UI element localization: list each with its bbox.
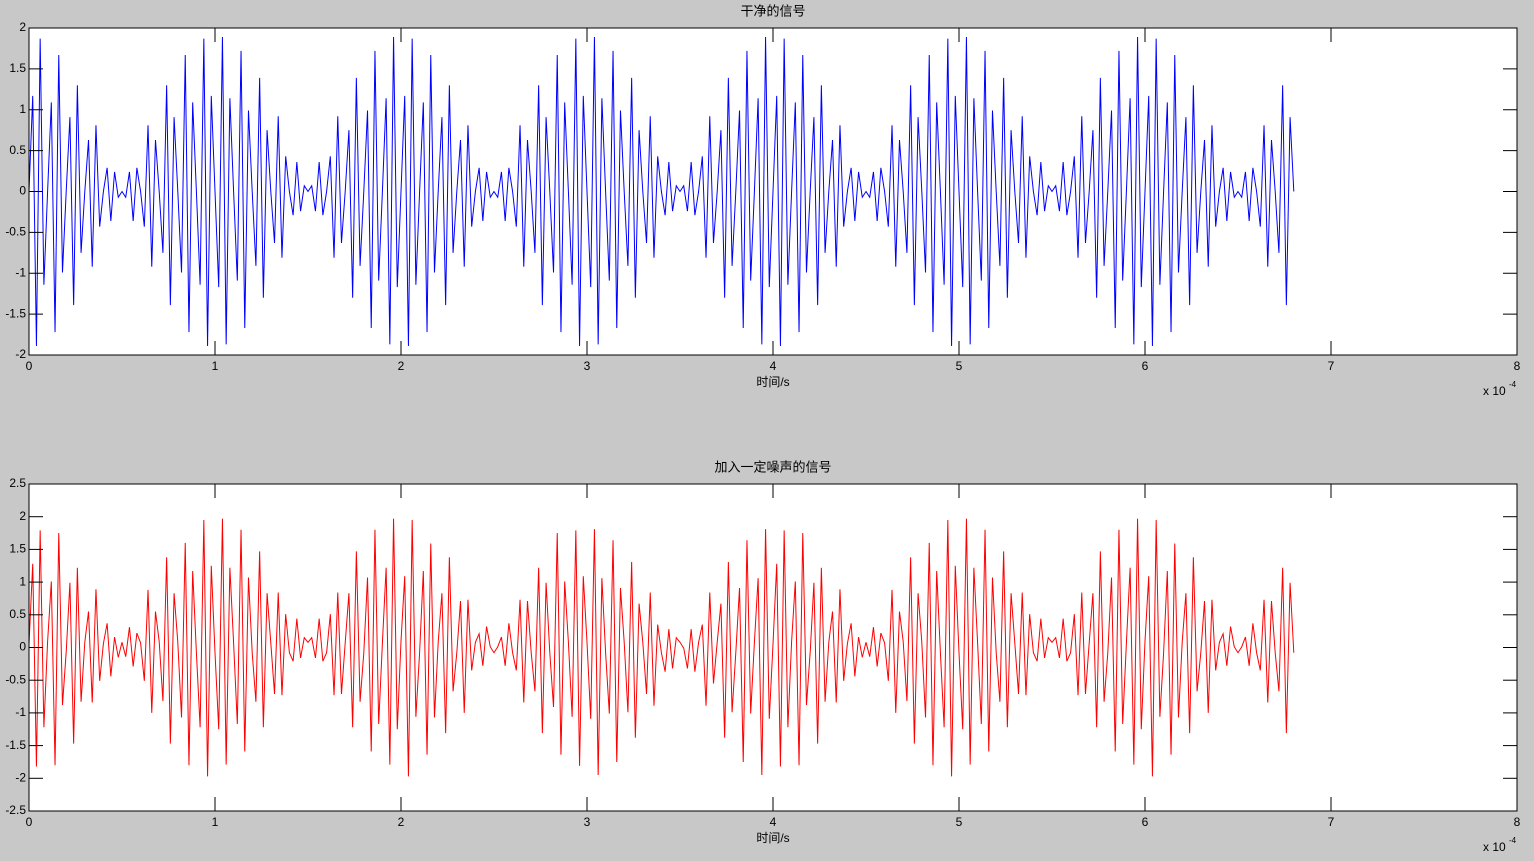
x-tick-label: 8: [1514, 815, 1521, 829]
y-tick-label: -2: [15, 770, 26, 784]
y-tick-label: 0: [19, 184, 26, 198]
x-tick-label: 5: [956, 359, 963, 373]
y-tick-label: 2: [19, 20, 26, 34]
signal-line: [28, 518, 1295, 777]
y-tick-label: 1: [19, 574, 26, 588]
chart-title: 干净的信号: [740, 3, 805, 18]
x-tick-label: 1: [212, 815, 219, 829]
x-tick-label: 0: [26, 359, 33, 373]
x-tick-label: 3: [584, 815, 591, 829]
x-axis-label: 时间/s: [756, 375, 789, 389]
x-tick-label: 4: [770, 359, 777, 373]
x-tick-label: 7: [1328, 359, 1335, 373]
y-tick-label: 0: [19, 640, 26, 654]
y-tick-label: -0.5: [5, 225, 26, 239]
x-scale-exponent: -4: [1509, 380, 1517, 389]
x-tick-label: 0: [26, 815, 33, 829]
x-scale-exponent: -4: [1509, 836, 1517, 845]
x-tick-label: 2: [398, 815, 405, 829]
y-tick-label: 0.5: [9, 607, 26, 621]
x-tick-label: 6: [1142, 359, 1149, 373]
y-tick-label: 2: [19, 509, 26, 523]
y-tick-label: 1.5: [9, 542, 26, 556]
y-tick-label: 1: [19, 102, 26, 116]
x-tick-label: 8: [1514, 359, 1521, 373]
y-tick-label: 1.5: [9, 61, 26, 75]
x-scale-label: x 10: [1483, 384, 1506, 398]
x-tick-label: 3: [584, 359, 591, 373]
y-tick-label: 2.5: [9, 476, 26, 490]
y-tick-label: -1: [15, 705, 26, 719]
x-tick-label: 1: [212, 359, 219, 373]
y-tick-label: -2: [15, 347, 26, 361]
signal-line: [28, 36, 1295, 347]
x-scale-label: x 10: [1483, 840, 1506, 854]
chart-title: 加入一定噪声的信号: [714, 459, 831, 474]
x-tick-label: 6: [1142, 815, 1149, 829]
y-tick-label: -1: [15, 265, 26, 279]
y-tick-label: -0.5: [5, 672, 26, 686]
y-tick-label: -2.5: [5, 803, 26, 817]
y-tick-label: 0.5: [9, 143, 26, 157]
x-tick-label: 7: [1328, 815, 1335, 829]
x-axis-label: 时间/s: [756, 831, 789, 845]
x-tick-label: 5: [956, 815, 963, 829]
x-tick-label: 4: [770, 815, 777, 829]
y-tick-label: -1.5: [5, 306, 26, 320]
y-tick-label: -1.5: [5, 738, 26, 752]
x-tick-label: 2: [398, 359, 405, 373]
